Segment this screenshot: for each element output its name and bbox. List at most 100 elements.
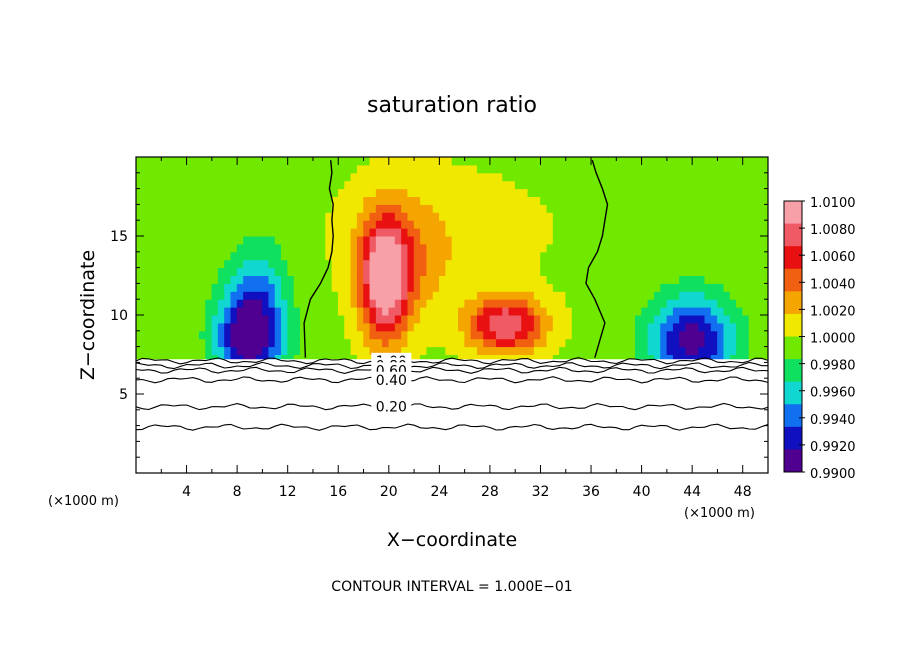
field-cell xyxy=(685,330,693,340)
field-cell xyxy=(369,172,377,182)
field-cell xyxy=(458,164,466,174)
field-cell xyxy=(470,251,478,261)
field-cell xyxy=(325,283,333,292)
field-cell xyxy=(691,259,699,269)
field-cell xyxy=(318,172,327,182)
field-cell xyxy=(179,338,188,348)
field-cell xyxy=(325,172,333,182)
field-cell xyxy=(142,322,150,332)
field-cell xyxy=(451,196,459,205)
field-cell xyxy=(192,354,200,363)
field-cell xyxy=(647,330,655,340)
field-cell xyxy=(729,251,737,261)
field-cell xyxy=(609,330,617,340)
field-cell xyxy=(521,188,529,197)
field-cell xyxy=(502,291,510,300)
field-cell xyxy=(559,354,567,363)
field-cell xyxy=(704,243,712,253)
colorbar-swatch xyxy=(784,246,802,270)
field-cell xyxy=(533,251,541,261)
field-cell xyxy=(388,298,396,308)
field-cell xyxy=(685,188,693,197)
field-cell xyxy=(369,235,377,245)
field-cell xyxy=(736,157,744,166)
field-cell xyxy=(679,283,687,292)
field-cell xyxy=(546,354,554,363)
contour-interval: CONTOUR INTERVAL = 1.000E−01 xyxy=(331,579,572,595)
field-cell xyxy=(628,267,636,276)
field-cell xyxy=(375,283,383,292)
field-cell xyxy=(369,275,377,284)
field-cell xyxy=(439,212,447,221)
field-cell xyxy=(691,180,699,190)
field-cell xyxy=(559,283,567,292)
field-cell xyxy=(597,267,605,276)
field-cell xyxy=(552,314,560,324)
field-cell xyxy=(432,219,440,229)
field-cell xyxy=(217,157,225,166)
field-cell xyxy=(236,164,244,174)
field-cell xyxy=(369,219,377,229)
field-cell xyxy=(641,219,649,229)
field-cell xyxy=(597,251,605,261)
field-cell xyxy=(382,172,390,182)
field-cell xyxy=(470,338,478,348)
field-cell xyxy=(755,267,763,276)
field-cell xyxy=(578,157,586,166)
field-cell xyxy=(559,172,567,182)
field-cell xyxy=(375,346,383,355)
field-cell xyxy=(344,172,352,182)
field-cell xyxy=(344,346,352,355)
field-cell xyxy=(571,157,579,166)
field-cell xyxy=(552,204,560,213)
field-cell xyxy=(173,172,181,182)
field-cell xyxy=(578,235,586,245)
field-cell xyxy=(413,298,421,308)
field-cell xyxy=(470,306,478,316)
field-cell xyxy=(205,180,213,190)
field-cell xyxy=(331,212,339,221)
colorbar-label: 0.9980 xyxy=(810,359,856,374)
field-cell xyxy=(546,298,554,308)
field-cell xyxy=(710,267,718,276)
field-cell xyxy=(451,306,459,316)
field-cell xyxy=(356,259,365,269)
field-cell xyxy=(628,338,636,348)
field-cell xyxy=(609,204,617,213)
field-cell xyxy=(382,180,390,190)
field-cell xyxy=(653,212,662,221)
field-cell xyxy=(375,180,383,190)
field-cell xyxy=(742,267,750,276)
field-cell xyxy=(483,227,491,237)
field-cell xyxy=(571,235,579,245)
field-cell xyxy=(590,275,598,284)
field-cell xyxy=(597,227,605,237)
field-cell xyxy=(609,227,617,237)
field-cell xyxy=(148,291,156,300)
field-cell xyxy=(698,243,706,253)
field-cell xyxy=(350,283,358,292)
field-cell xyxy=(312,322,320,332)
field-cell xyxy=(420,306,428,316)
field-cell xyxy=(451,157,459,166)
field-cell xyxy=(710,275,718,284)
field-cell xyxy=(268,306,276,316)
field-cell xyxy=(761,330,768,340)
field-cell xyxy=(470,219,478,229)
field-cell xyxy=(148,330,156,340)
field-cell xyxy=(628,180,636,190)
field-cell xyxy=(698,298,706,308)
field-cell xyxy=(217,219,225,229)
field-cell xyxy=(552,283,560,292)
field-cell xyxy=(217,322,225,332)
field-cell xyxy=(363,196,371,205)
field-cell xyxy=(331,259,339,269)
field-cell xyxy=(527,188,535,197)
field-cell xyxy=(616,196,624,205)
field-cell xyxy=(136,306,143,316)
field-cell xyxy=(136,291,143,300)
field-cell xyxy=(179,212,188,221)
field-cell xyxy=(394,180,402,190)
field-cell xyxy=(217,188,225,197)
field-cell xyxy=(287,322,295,332)
